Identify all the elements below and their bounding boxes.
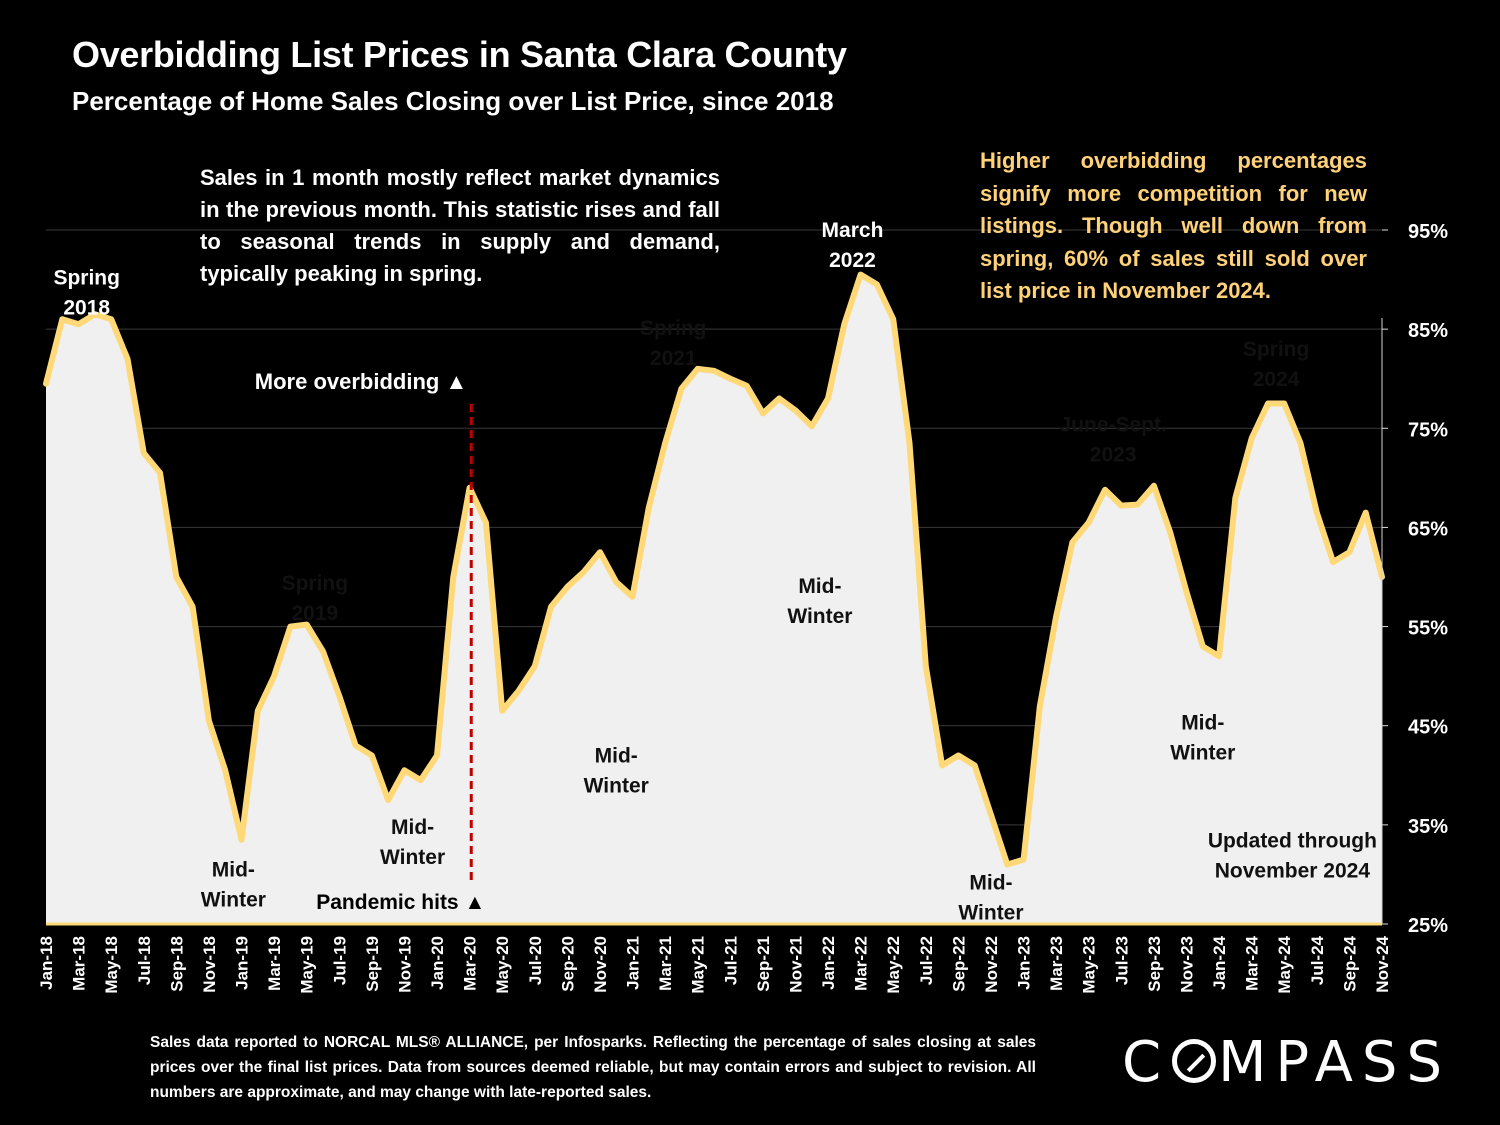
x-tick-label: Nov-19 <box>395 936 414 993</box>
annotation-label: Mid- <box>798 575 841 598</box>
x-tick-label: May-20 <box>493 936 512 994</box>
chart-subtitle: Percentage of Home Sales Closing over Li… <box>72 86 834 116</box>
note-competition: Higher overbidding percentages signify m… <box>980 148 1367 303</box>
x-tick-label: Sep-20 <box>558 936 577 992</box>
annotation-label: 2018 <box>63 297 110 320</box>
x-tick-label: Jan-20 <box>428 936 447 990</box>
x-tick-label: May-23 <box>1080 936 1099 994</box>
x-tick-label: Sep-19 <box>363 936 382 992</box>
x-tick-label: Jul-21 <box>721 936 740 985</box>
annotation-label: Mid- <box>391 816 434 839</box>
x-tick-label: Sep-21 <box>754 936 773 992</box>
annotation-label: 2021 <box>650 347 697 370</box>
x-tick-label: Sep-18 <box>167 936 186 992</box>
marker-top-label: More overbidding ▲ <box>255 369 467 394</box>
x-tick-label: May-24 <box>1275 935 1294 993</box>
annotation-label: Winter <box>380 846 445 869</box>
marker-bottom-label: Pandemic hits ▲ <box>316 891 485 914</box>
annotation-label: Winter <box>958 901 1023 924</box>
annotation-label: Updated through <box>1208 830 1377 853</box>
x-tick-label: Jan-18 <box>37 936 56 990</box>
chart-title: Overbidding List Prices in Santa Clara C… <box>72 34 847 75</box>
x-tick-label: Nov-18 <box>200 936 219 993</box>
y-tick-label: 25% <box>1408 915 1448 937</box>
x-tick-label: Nov-24 <box>1373 935 1392 992</box>
source-footnote: Sales data reported to NORCAL MLS® ALLIA… <box>150 1034 1036 1101</box>
annotation-label: Spring <box>640 317 707 340</box>
x-tick-label: Jul-20 <box>526 936 545 985</box>
annotation-label: Mid- <box>1181 712 1224 735</box>
pandemic-marker: More overbidding ▲ Pandemic hits ▲ <box>255 369 485 914</box>
y-tick-label: 35% <box>1408 816 1448 838</box>
annotation-label: 2019 <box>291 602 338 625</box>
annotation-label: June-Sept. <box>1059 413 1166 436</box>
x-tick-label: Sep-23 <box>1145 936 1164 992</box>
annotation-label: Mid- <box>969 871 1012 894</box>
axes: 25% 35% 45% 55% 65% 75% 85% 95% Jan-18 Mar-18 May-… <box>37 221 1448 994</box>
y-tick-label: 65% <box>1408 518 1448 540</box>
annotation-label: 2023 <box>1090 443 1137 466</box>
annotation-label: Mid- <box>595 744 638 767</box>
x-tick-label: Jan-24 <box>1210 935 1229 989</box>
x-tick-label: Jul-19 <box>330 936 349 985</box>
annotation-label: Winter <box>1170 742 1235 765</box>
brand-text-end: MPASS <box>1218 1030 1452 1095</box>
x-tick-label: Mar-21 <box>656 936 675 991</box>
x-tick-label: Nov-23 <box>1177 936 1196 993</box>
x-tick-label: Jan-19 <box>233 936 252 990</box>
x-tick-label: Sep-24 <box>1340 935 1359 991</box>
area-layer <box>43 271 1385 925</box>
area-fill <box>46 274 1382 925</box>
x-tick-label: Mar-18 <box>70 936 89 991</box>
x-tick-label: Mar-20 <box>461 936 480 991</box>
annotation-label: Winter <box>584 774 649 797</box>
annotation-label: Winter <box>201 888 266 911</box>
x-tick-label: May-21 <box>689 936 708 994</box>
x-tick-label: Jul-22 <box>917 936 936 985</box>
annotation-label: Spring <box>53 267 120 290</box>
annotation-label: 2022 <box>829 249 876 272</box>
compass-logo: C MPASS <box>1122 1030 1451 1095</box>
annotation-label: Winter <box>787 605 852 628</box>
y-tick-label: 55% <box>1408 618 1448 640</box>
x-tick-label: May-18 <box>102 936 121 994</box>
x-tick-label: Nov-20 <box>591 936 610 993</box>
annotation-label: Mid- <box>212 858 255 881</box>
x-tick-label: Mar-23 <box>1047 936 1066 991</box>
annotation-label: 2024 <box>1253 368 1300 391</box>
x-tick-label: Jan-23 <box>1015 936 1034 990</box>
note-seasonality: Sales in 1 month mostly reflect market d… <box>200 165 720 286</box>
annotation-label: Spring <box>1243 338 1310 361</box>
x-tick-label: Jan-22 <box>819 936 838 990</box>
x-tick-label: Sep-22 <box>949 936 968 992</box>
y-tick-label: 75% <box>1408 419 1448 441</box>
compass-o-icon <box>1172 1039 1217 1083</box>
x-tick-label: Mar-22 <box>852 936 871 991</box>
x-tick-label: Jan-21 <box>624 936 643 990</box>
annotation-label: March <box>822 219 884 242</box>
annotation-label: Spring <box>282 572 349 595</box>
y-tick-label: 95% <box>1408 221 1448 243</box>
x-tick-label: May-19 <box>298 936 317 994</box>
annotations: Spring 2018 Mid- Winter Spring 2019 Mid- Winter… <box>53 219 1376 924</box>
series-line <box>43 271 1385 868</box>
x-tick-label: Mar-24 <box>1243 935 1262 990</box>
y-tick-label: 45% <box>1408 717 1448 739</box>
x-tick-label: Jul-23 <box>1112 936 1131 985</box>
y-tick-label: 85% <box>1408 320 1448 342</box>
x-tick-label: Nov-21 <box>786 936 805 993</box>
x-tick-label: Jul-18 <box>135 936 154 985</box>
x-tick-label: Mar-19 <box>265 936 284 991</box>
x-tick-label: Nov-22 <box>982 936 1001 993</box>
brand-text-start: C <box>1122 1030 1171 1095</box>
x-tick-label: May-22 <box>884 936 903 994</box>
annotation-label: November 2024 <box>1215 860 1371 883</box>
x-tick-label: Jul-24 <box>1308 935 1327 985</box>
